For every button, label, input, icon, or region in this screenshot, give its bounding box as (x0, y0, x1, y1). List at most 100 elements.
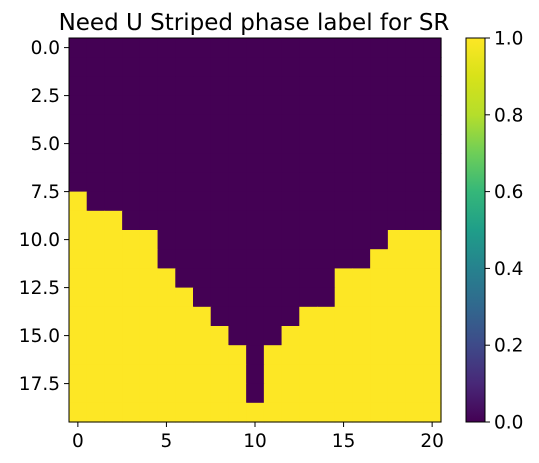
heatmap-cell (86, 153, 106, 173)
heatmap-cell (423, 345, 442, 365)
heatmap-cell (263, 153, 283, 173)
heatmap-cell (122, 287, 141, 308)
heatmap-cell (387, 345, 407, 365)
heatmap-cell (423, 268, 442, 289)
heatmap-cell (210, 249, 230, 269)
heatmap-cell (139, 191, 159, 212)
heatmap-cell (175, 383, 194, 404)
heatmap-cell (122, 249, 141, 269)
heatmap-cell (246, 268, 265, 289)
heatmap-cell (122, 268, 141, 289)
heatmap-cell (175, 57, 194, 77)
heatmap-cell (263, 383, 283, 404)
heatmap-cell (139, 287, 159, 308)
heatmap-cell (175, 95, 194, 116)
heatmap-cell (193, 172, 212, 193)
heatmap-cell (299, 306, 318, 327)
y-tick-label: 7.5 (31, 182, 60, 203)
heatmap-cell (352, 57, 371, 77)
heatmap-cell (69, 76, 88, 97)
heatmap-cell (405, 134, 424, 154)
heatmap-cell (263, 38, 283, 58)
heatmap-cell (193, 345, 212, 365)
x-tick-label: 15 (332, 431, 356, 452)
y-tick-label: 12.5 (19, 278, 60, 299)
heatmap-cell (387, 38, 407, 58)
heatmap-cell (423, 306, 442, 327)
heatmap-cell (246, 230, 265, 250)
heatmap-cell (405, 402, 424, 423)
heatmap-cell (263, 134, 283, 154)
heatmap-cell (299, 57, 318, 77)
heatmap-cell (370, 172, 389, 193)
heatmap-cell (423, 76, 442, 97)
heatmap-cell (86, 230, 106, 250)
heatmap-cell (193, 326, 212, 346)
heatmap-cell (317, 114, 336, 135)
heatmap-cell (175, 306, 194, 327)
heatmap-cell (104, 76, 123, 97)
x-axis: 0 5 10 15 20 (72, 422, 444, 452)
heatmap-cell (281, 230, 300, 250)
heatmap-cell (122, 153, 141, 173)
heatmap-cell (157, 76, 176, 97)
heatmap-cell (281, 153, 300, 173)
heatmap-cell (228, 249, 247, 269)
heatmap-cell (423, 134, 442, 154)
heatmap-cell (193, 114, 212, 135)
heatmap-cell (228, 326, 247, 346)
heatmap-cell (228, 230, 247, 250)
heatmap-cell (387, 249, 407, 269)
heatmap-cell (86, 287, 106, 308)
heatmap-cell (157, 95, 176, 116)
heatmap-cell (104, 230, 123, 250)
heatmap-cell (317, 326, 336, 346)
heatmap-cell (246, 76, 265, 97)
heatmap-cell (69, 172, 88, 193)
heatmap-cell (228, 134, 247, 154)
heatmap-cell (86, 306, 106, 327)
heatmap-cell (370, 306, 389, 327)
heatmap-cell (175, 345, 194, 365)
heatmap-cell (317, 76, 336, 97)
heatmap-cell (263, 114, 283, 135)
heatmap-cell (246, 345, 265, 365)
heatmap-cell (370, 210, 389, 231)
heatmap-cell (299, 210, 318, 231)
heatmap-cell (334, 153, 354, 173)
heatmap-cell (210, 326, 230, 346)
heatmap-cell (299, 76, 318, 97)
heatmap-cell (387, 95, 407, 116)
heatmap-cell (370, 95, 389, 116)
y-tick-label: 2.5 (31, 86, 60, 107)
heatmap-cell (281, 345, 300, 365)
heatmap-cell (210, 95, 230, 116)
heatmap-cell (263, 268, 283, 289)
heatmap-cell (370, 114, 389, 135)
heatmap-cell (405, 326, 424, 346)
heatmap-cell (387, 306, 407, 327)
heatmap-cell (387, 230, 407, 250)
heatmap-cell (281, 268, 300, 289)
heatmap-cell (193, 364, 212, 385)
heatmap-cell (317, 210, 336, 231)
heatmap-cell (387, 172, 407, 193)
heatmap-cell (263, 287, 283, 308)
heatmap-cell (86, 383, 106, 404)
heatmap-cell (122, 76, 141, 97)
heatmap-cell (370, 38, 389, 58)
heatmap-cell (352, 38, 371, 58)
heatmap-cell (104, 210, 123, 231)
heatmap-cell (423, 326, 442, 346)
heatmap-cell (263, 57, 283, 77)
heatmap-cell (210, 345, 230, 365)
heatmap-cell (104, 172, 123, 193)
heatmap-cell (299, 134, 318, 154)
heatmap-cell (299, 95, 318, 116)
heatmap-cell (281, 134, 300, 154)
heatmap-cell (387, 287, 407, 308)
heatmap-cell (299, 153, 318, 173)
heatmap-cell (387, 383, 407, 404)
heatmap-cell (281, 191, 300, 212)
heatmap-cell (139, 95, 159, 116)
